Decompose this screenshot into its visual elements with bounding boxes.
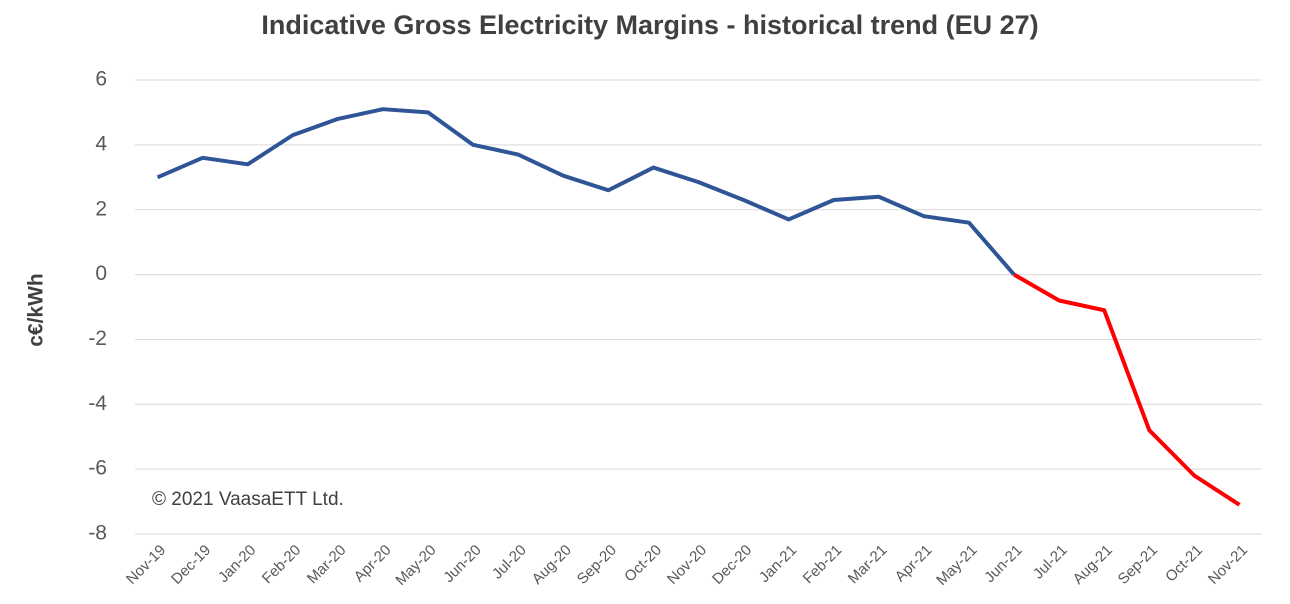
y-tick-label: 4 — [95, 132, 107, 155]
y-tick-label: 6 — [95, 68, 107, 91]
y-tick-label: -2 — [88, 327, 107, 350]
series-line — [1013, 272, 1241, 507]
y-tick-label: -8 — [88, 522, 107, 545]
y-tick-label: -6 — [88, 457, 107, 480]
annotation: © 2021 VaasaETT Ltd. — [152, 489, 344, 510]
chart-title: Indicative Gross Electricity Margins - h… — [261, 10, 1038, 40]
y-tick-label: 0 — [95, 262, 107, 285]
y-tick-label: -4 — [88, 392, 107, 415]
y-tick-label: 2 — [95, 197, 107, 220]
series-line — [156, 107, 1016, 276]
y-axis-label: c€/kWh — [25, 273, 48, 347]
